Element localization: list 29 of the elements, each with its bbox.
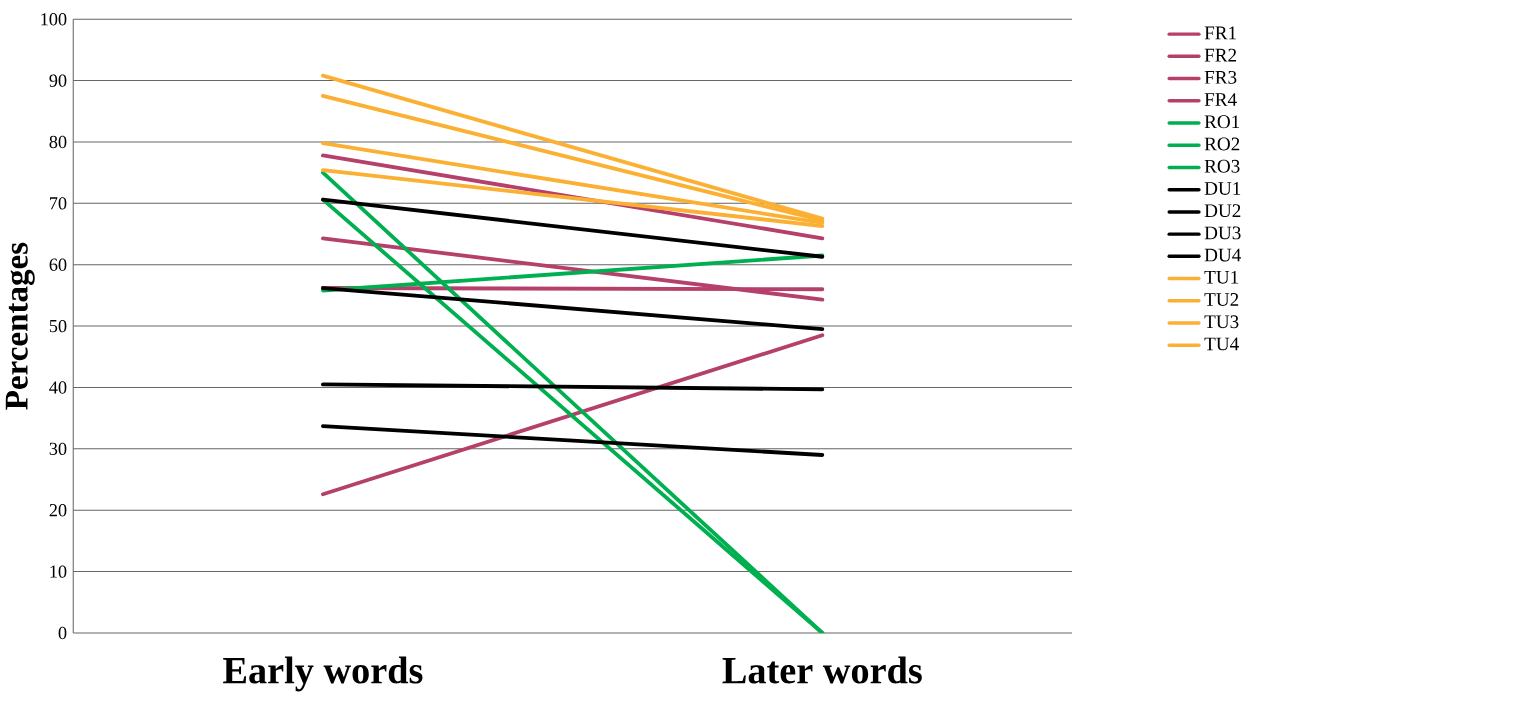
legend-label: TU3 [1204,315,1239,329]
x-tick-label: Later words [722,656,922,684]
x-tick-label: Early words [223,656,423,692]
y-tick-label: 50 [49,319,67,333]
y-tick-label: 100 [41,13,67,26]
legend-label: FR2 [1204,48,1237,62]
legend-label: TU4 [1204,337,1239,351]
legend-label: RO1 [1204,115,1240,129]
y-axis-title: Percentages [5,242,35,410]
legend-label: FR4 [1204,93,1237,106]
legend-label: FR1 [1204,26,1236,40]
y-tick-label: 80 [49,135,67,149]
y-tick-label: 0 [58,626,67,640]
legend-label: TU2 [1204,293,1239,306]
y-tick-label: 30 [49,442,67,456]
legend-label: DU2 [1204,204,1241,218]
y-tick-label: 10 [50,565,67,578]
legend-label: FR3 [1204,70,1237,84]
y-tick-label: 60 [49,258,67,271]
y-tick-label: 40 [49,381,67,394]
y-tick-label: 90 [49,74,67,87]
legend-label: DU4 [1204,248,1242,262]
legend-label: RO2 [1204,137,1240,151]
legend-label: DU1 [1204,182,1241,195]
y-tick-label: 70 [50,197,67,210]
y-tick-label: 20 [49,504,67,517]
legend-label: DU3 [1204,226,1241,240]
legend-label: RO3 [1204,159,1240,173]
legend-label: TU1 [1204,270,1239,284]
